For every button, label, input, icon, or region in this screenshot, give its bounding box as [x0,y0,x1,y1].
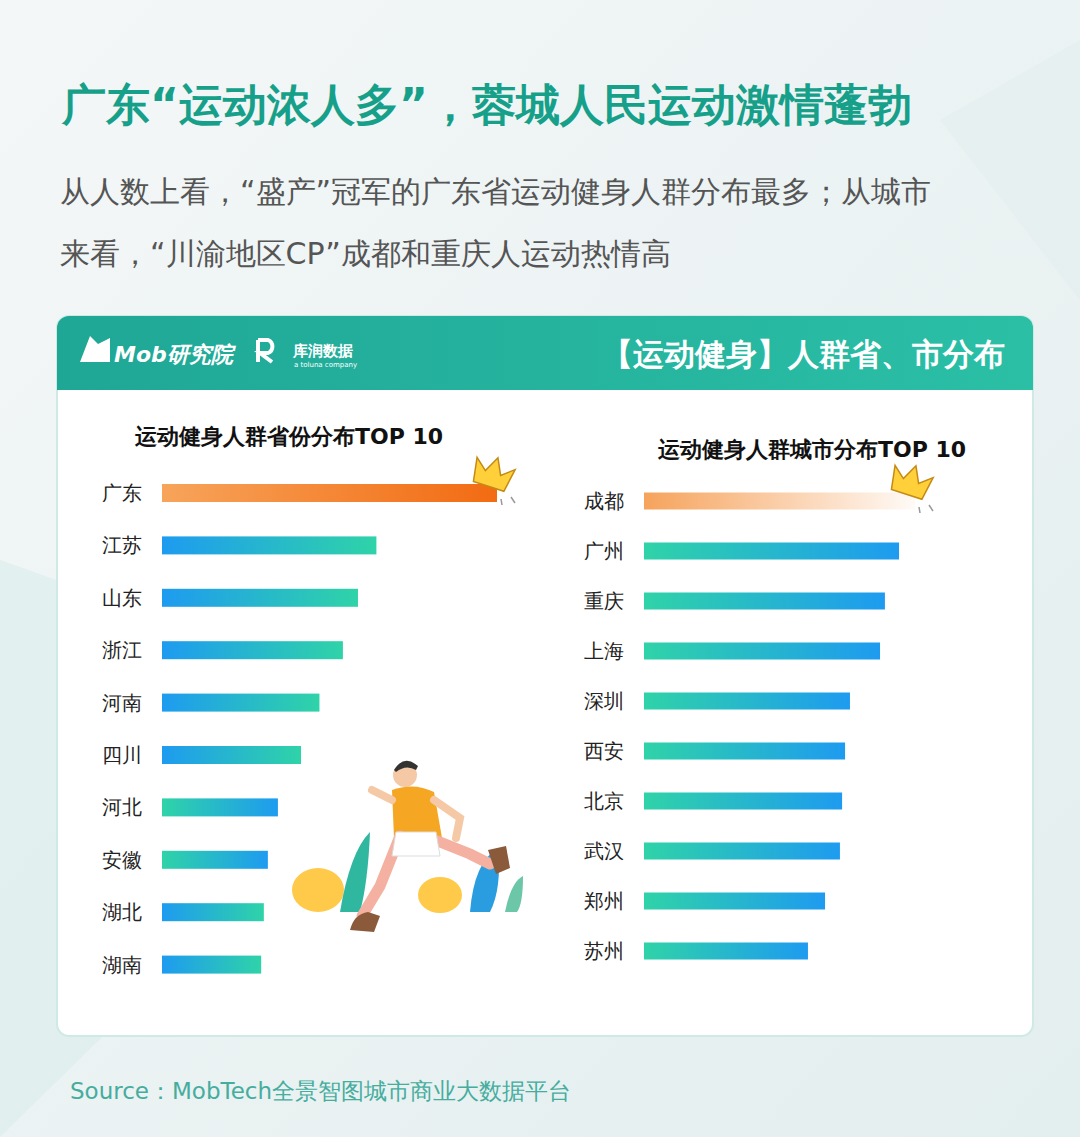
category-label: 河南 [102,691,142,715]
category-label: 郑州 [584,889,624,913]
crown [888,460,935,501]
logo-mob: Mob研究院 [114,342,236,367]
leaf [292,868,344,912]
logo-icon [258,340,272,362]
bar [644,943,808,960]
bar [162,903,264,921]
crown-spark [511,497,515,503]
chart-title: 运动健身人群城市分布TOP 10 [657,437,966,462]
bar [644,893,825,910]
hair [394,761,418,772]
category-label: 安徽 [102,848,142,872]
bar [644,793,842,810]
crown-spark [929,505,933,511]
bar [644,493,915,510]
bar [644,693,850,710]
category-label: 山东 [102,586,142,610]
bar [162,956,261,974]
runner-illustration [292,761,523,932]
page: 广东“运动浓人多”，蓉城人民运动激情蓬勃从人数上看，“盛产”冠军的广东省运动健身… [0,0,1080,1137]
category-label: 成都 [584,489,624,513]
crown-spark [501,499,502,505]
bar [644,743,845,760]
category-label: 湖南 [102,953,142,977]
panel-header [57,316,1033,390]
category-label: 四川 [102,743,142,767]
background [0,0,1080,1137]
bar [162,851,268,869]
category-label: 深圳 [584,689,624,713]
subtitle-line: 从人数上看，“盛产”冠军的广东省运动健身人群分布最多；从城市 [60,174,931,209]
category-label: 武汉 [584,839,624,863]
bar [644,543,899,560]
category-label: 北京 [584,789,624,813]
panel-title: 【运动健身】人群省、市分布 [602,336,1005,372]
bar [162,746,301,764]
shoe [350,912,380,932]
bar [162,641,343,659]
shoe [488,846,510,874]
bar [644,593,885,610]
bar [644,643,880,660]
bg-deco [940,40,1080,300]
bars [162,484,497,974]
category-label: 浙江 [102,638,142,662]
arm [372,790,392,800]
bar [644,843,840,860]
category-label: 江苏 [102,533,142,557]
category-label: 广州 [584,539,624,563]
chart: 运动健身人群省份分布TOP 10 广东江苏山东浙江河南四川河北安徽湖北湖南 [102,424,517,977]
chart: 运动健身人群城市分布TOP 10 成都广州重庆上海深圳西安北京武汉郑州苏州 [584,437,966,963]
leaf [505,876,523,912]
bar [162,798,278,816]
bar [162,694,319,712]
logo-kurun-sub: a toluna company [294,361,357,369]
category-label: 河北 [102,795,142,819]
category-label: 重庆 [584,589,624,613]
arm [434,800,460,838]
leaf [418,877,462,913]
shorts [392,832,440,856]
category-label: 湖北 [102,900,142,924]
bars [644,493,915,960]
chart-title: 运动健身人群省份分布TOP 10 [134,424,443,449]
bar [162,589,358,607]
crown-spark [919,507,920,513]
logo-icon [80,336,110,362]
category-label: 广东 [102,481,142,505]
crown [470,452,517,493]
panel [57,316,1033,1036]
category-label: 苏州 [584,939,624,963]
page-title: 广东“运动浓人多”，蓉城人民运动激情蓬勃 [61,79,912,130]
bar [162,484,497,502]
source: Source：MobTech全景智图城市商业大数据平台 [70,1078,571,1104]
category-label: 西安 [584,739,624,763]
bar [162,536,376,554]
subtitle-line: 来看，“川渝地区CP”成都和重庆人运动热情高 [60,236,671,271]
logo-kurun: 库润数据 [292,342,353,360]
category-label: 上海 [584,639,624,663]
